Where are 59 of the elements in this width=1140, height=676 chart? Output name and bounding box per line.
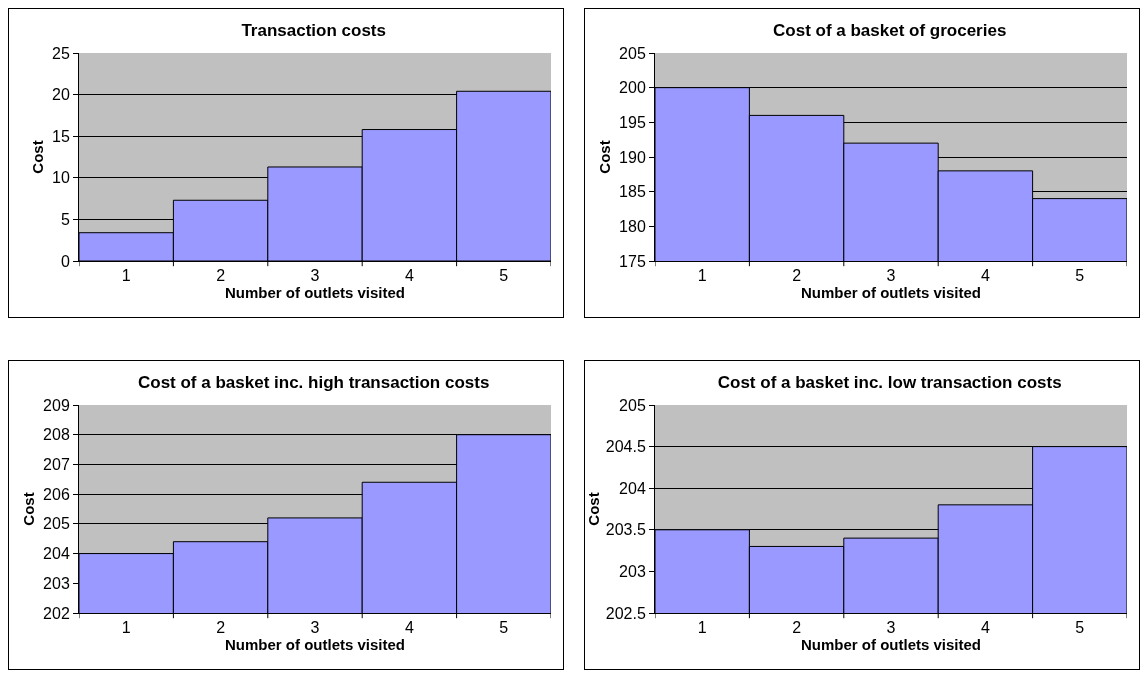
y-axis-title: Cost [20,492,38,526]
chart-title: Cost of a basket inc. high transaction costs [138,373,490,393]
y-tick-label: 207 [43,456,70,474]
x-tick-label: 1 [121,267,131,285]
y-tick-label: 175 [619,252,646,270]
y-axis-title: Cost [596,140,614,174]
y-tick-label: 202 [43,604,70,622]
x-tick-label: 4 [404,619,414,637]
y-tick-label: 25 [52,44,70,62]
y-tick-label: 5 [60,211,70,228]
y-tick-label: 208 [43,426,70,444]
x-tick-label: 1 [121,619,131,637]
y-axis-title: Cost [585,492,602,526]
y-tick-label: 195 [619,113,646,131]
chart-title: Cost of a basket inc. low transaction costs [717,373,1062,393]
x-tick-label: 3 [310,267,320,285]
x-axis-title: Number of outlets visited [224,284,406,302]
x-tick-label: 4 [980,267,990,285]
y-tick-label: 206 [43,485,70,503]
chart-title: Transaction costs [241,21,386,41]
x-tick-label: 3 [886,267,896,285]
x-tick-label: 2 [216,267,226,285]
x-tick-label: 5 [1075,267,1085,285]
y-tick-label: 204.5 [605,438,646,456]
x-tick-label: 2 [216,619,226,637]
y-tick-label: 203 [43,574,70,592]
x-tick-label: 5 [499,267,509,285]
x-tick-label: 5 [499,619,509,637]
y-tick-label: 205 [619,396,646,414]
y-tick-label: 10 [52,169,70,187]
x-tick-label: 2 [792,267,802,285]
y-tick-label: 180 [619,217,646,235]
y-tick-label: 0 [60,252,70,270]
y-tick-label: 200 [619,79,646,97]
y-tick-label: 205 [619,44,646,62]
chart-title: Cost of a basket of groceries [773,21,1007,41]
y-tick-label: 203.5 [605,521,646,539]
y-axis-title: Cost [29,140,47,174]
x-tick-label: 1 [697,267,707,285]
y-tick-label: 190 [619,148,646,166]
y-tick-label: 202.5 [605,604,646,622]
y-tick-label: 209 [43,396,70,414]
x-tick-label: 4 [980,619,990,637]
x-tick-label: 1 [697,619,707,637]
x-tick-label: 5 [1075,619,1085,637]
y-tick-label: 20 [52,86,70,104]
y-tick-label: 204 [43,545,70,563]
y-tick-label: 15 [52,127,70,145]
x-axis-title: Number of outlets visited [800,636,982,654]
x-tick-label: 4 [404,267,414,285]
x-tick-label: 2 [792,619,802,637]
y-tick-label: 185 [619,183,646,201]
y-tick-label: 204 [619,479,646,497]
x-tick-label: 3 [886,619,896,637]
x-axis-title: Number of outlets visited [224,636,406,654]
x-tick-label: 3 [310,619,320,637]
y-tick-label: 205 [43,515,70,533]
y-tick-label: 203 [619,563,646,580]
x-axis-title: Number of outlets visited [800,284,982,302]
